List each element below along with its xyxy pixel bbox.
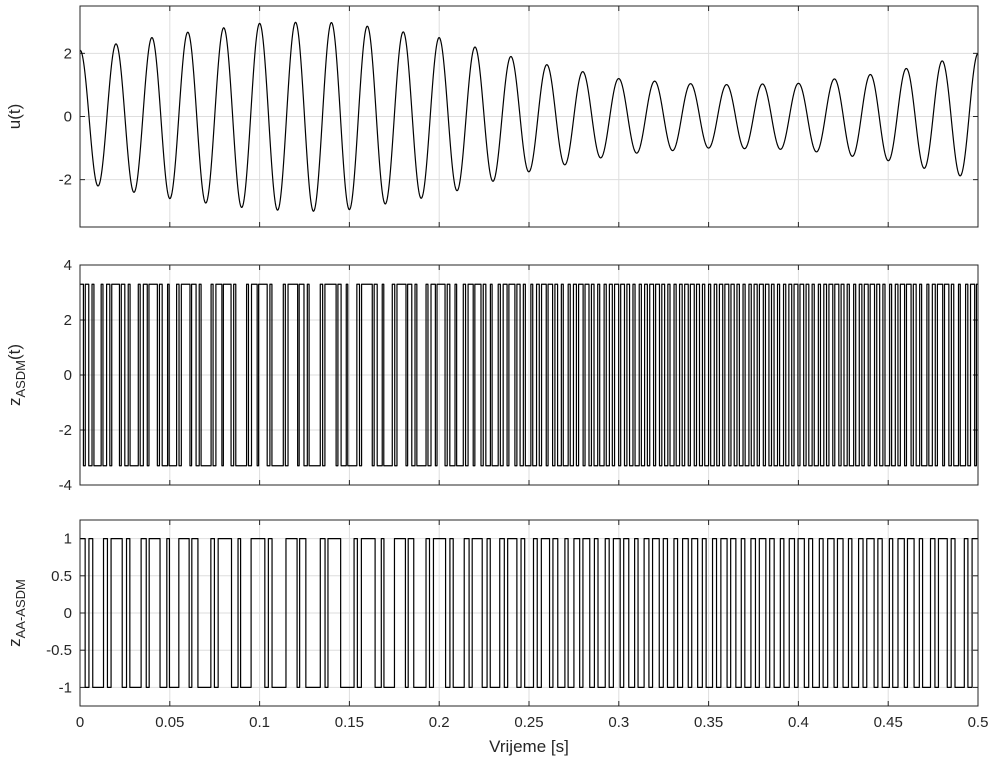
x-tick-label: 0.15 bbox=[335, 714, 364, 731]
y-tick-label: 0 bbox=[64, 109, 72, 126]
ylabel-aa-asdm: zAA-ASDM bbox=[5, 579, 28, 647]
y-tick-label: 0 bbox=[64, 605, 72, 622]
trace-aa-asdm bbox=[80, 538, 978, 688]
grid-asdm bbox=[79, 264, 979, 486]
yticks-u: -2 0 2 bbox=[59, 45, 72, 188]
panel-asdm: -4 -2 0 2 4 zASDM(t) bbox=[5, 257, 979, 494]
ylabel-asdm-sub: ASDM bbox=[13, 360, 28, 398]
yticks-aa-asdm: -1 -0.5 0 0.5 1 bbox=[46, 531, 72, 697]
x-tick-label: 0.25 bbox=[514, 714, 543, 731]
x-tick-label: 0.35 bbox=[694, 714, 723, 731]
trace-u bbox=[79, 21, 979, 212]
panel-u: -2 0 2 u(t) bbox=[5, 5, 979, 228]
ylabel-aa-asdm-sub: AA-ASDM bbox=[13, 579, 28, 638]
y-tick-label: -4 bbox=[59, 477, 72, 494]
grid-u bbox=[79, 6, 979, 227]
y-tick-label: 0.5 bbox=[51, 568, 72, 585]
x-tick-label: 0.1 bbox=[249, 714, 270, 731]
ylabel-asdm-main: z bbox=[5, 398, 24, 407]
x-tick-label: 0.5 bbox=[968, 714, 989, 731]
y-tick-label: 0 bbox=[64, 367, 72, 384]
trace-asdm bbox=[80, 283, 978, 467]
y-tick-label: -2 bbox=[59, 422, 72, 439]
frame-asdm bbox=[79, 264, 979, 486]
x-tick-label: 0.2 bbox=[429, 714, 450, 731]
y-tick-label: -0.5 bbox=[46, 642, 72, 659]
frame-aa-asdm bbox=[79, 519, 979, 707]
y-tick-label: -1 bbox=[59, 679, 72, 696]
ylabel-asdm-suffix: (t) bbox=[5, 344, 24, 360]
panel-aa-asdm: -1 -0.5 0 0.5 1 0 0.05 0.1 0.15 0.2 0.25 0.3 0.35 0.… bbox=[5, 519, 989, 756]
x-tick-label: 0.3 bbox=[608, 714, 629, 731]
xticks-aa-asdm: 0 0.05 0.1 0.15 0.2 0.25 0.3 0.35 0.4 0.45 0.5 bbox=[76, 714, 989, 731]
ylabel-aa-asdm-main: z bbox=[5, 638, 24, 647]
y-tick-label: -2 bbox=[59, 172, 72, 189]
y-tick-label: 2 bbox=[64, 312, 72, 329]
y-tick-label: 4 bbox=[64, 257, 72, 274]
y-tick-label: 1 bbox=[64, 531, 72, 548]
ylabel-u: u(t) bbox=[5, 104, 24, 130]
yticks-asdm: -4 -2 0 2 4 bbox=[59, 257, 72, 494]
x-tick-label: 0 bbox=[76, 714, 84, 731]
frame-u bbox=[79, 5, 979, 228]
ylabel-asdm: zASDM(t) bbox=[5, 344, 28, 406]
x-tick-label: 0.4 bbox=[788, 714, 809, 731]
y-tick-label: 2 bbox=[64, 45, 72, 62]
xlabel: Vrijeme [s] bbox=[489, 737, 569, 756]
x-tick-label: 0.05 bbox=[155, 714, 184, 731]
x-tick-label: 0.45 bbox=[874, 714, 903, 731]
